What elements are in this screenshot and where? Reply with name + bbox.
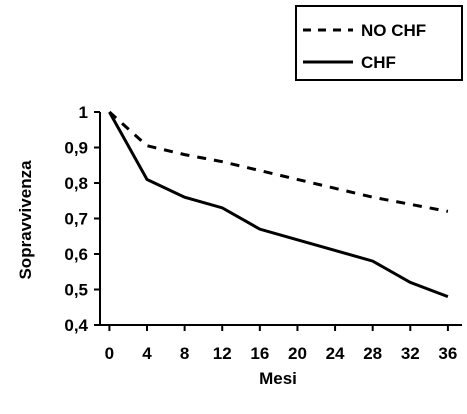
x-axis-title: Mesi	[259, 369, 297, 388]
x-tick-label: 28	[363, 344, 382, 363]
x-tick-label: 16	[250, 344, 269, 363]
y-tick-label: 0,5	[64, 281, 88, 300]
x-tick-label: 20	[288, 344, 307, 363]
y-tick-label: 0,7	[64, 210, 88, 229]
y-tick-label: 0,4	[64, 316, 88, 335]
series-line-chf	[108, 111, 449, 299]
legend-box	[295, 5, 463, 81]
x-ticks: 0 4 8 12 16 20 24 28 32 36	[105, 325, 457, 363]
x-tick-label: 0	[105, 344, 114, 363]
y-tick-label: 0,6	[64, 245, 88, 264]
y-axis-title: Sopravvivenza	[16, 160, 35, 280]
x-tick-label: 4	[142, 344, 152, 363]
x-tick-label: 8	[180, 344, 189, 363]
y-tick-label: 0,8	[64, 174, 88, 193]
x-tick-label: 32	[401, 344, 420, 363]
y-ticks: 0,4 0,5 0,6 0,7 0,8 0,9 1	[64, 103, 100, 335]
x-tick-label: 36	[438, 344, 457, 363]
x-tick-label: 12	[213, 344, 232, 363]
y-tick-label: 0,9	[64, 139, 88, 158]
legend: NO CHF CHF	[295, 5, 463, 81]
y-tick-label: 1	[79, 103, 88, 122]
legend-label-no-chf: NO CHF	[361, 21, 426, 40]
series-line-no-chf	[108, 110, 449, 213]
x-tick-label: 24	[326, 344, 345, 363]
legend-label-chf: CHF	[361, 53, 396, 72]
